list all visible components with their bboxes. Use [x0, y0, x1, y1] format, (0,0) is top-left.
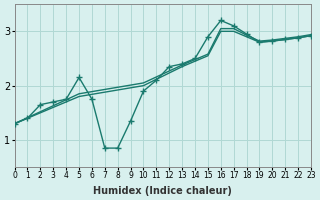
X-axis label: Humidex (Indice chaleur): Humidex (Indice chaleur): [93, 186, 232, 196]
